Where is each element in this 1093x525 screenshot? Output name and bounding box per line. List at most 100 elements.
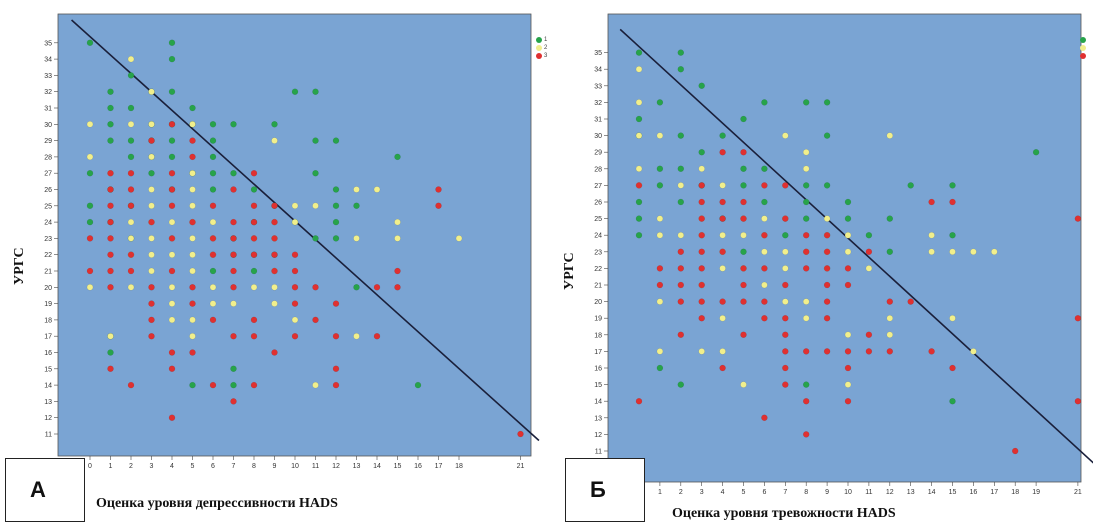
data-point-group-2 (189, 169, 196, 177)
data-point-group-1 (230, 365, 237, 373)
data-point-group-1 (677, 132, 685, 139)
data-point-group-3 (761, 298, 768, 305)
y-tick-label: 17 (44, 334, 52, 341)
data-point-group-1 (844, 215, 852, 222)
x-tick-label: 16 (970, 489, 978, 496)
data-point-group-3 (271, 251, 278, 258)
data-point-group-3 (127, 267, 135, 275)
y-tick-label: 34 (44, 57, 52, 64)
data-point-group-1 (312, 137, 319, 144)
x-axis-label-a: Оценка уровня депрессивности HADS (96, 496, 338, 511)
legend-swatch (536, 53, 542, 59)
data-point-group-3 (698, 215, 705, 222)
data-point-group-2 (148, 186, 155, 193)
x-tick-label: 16 (414, 463, 422, 470)
data-point-group-3 (928, 198, 935, 206)
data-point-group-2 (312, 381, 319, 389)
data-point-group-3 (189, 137, 196, 144)
data-point-group-2 (719, 182, 726, 189)
data-point-group-1 (86, 169, 94, 177)
x-tick-label: 2 (129, 463, 133, 470)
data-point-group-2 (970, 248, 977, 256)
data-point-group-3 (148, 332, 155, 340)
data-point-group-2 (970, 348, 977, 355)
data-point-group-2 (189, 186, 196, 193)
data-point-group-3 (373, 332, 381, 340)
data-point-group-2 (802, 148, 810, 156)
data-point-group-1 (332, 218, 340, 226)
data-point-group-3 (168, 235, 176, 242)
data-point-group-2 (865, 265, 873, 272)
data-point-group-2 (189, 316, 196, 324)
y-tick-label: 15 (594, 382, 602, 389)
data-point-group-1 (698, 82, 705, 90)
data-point-group-2 (148, 121, 155, 128)
data-point-group-2 (844, 381, 852, 388)
data-point-group-3 (740, 148, 747, 156)
data-point-group-3 (761, 231, 768, 239)
data-point-group-2 (719, 348, 726, 355)
data-point-group-1 (209, 153, 217, 161)
x-tick-label: 18 (1011, 489, 1019, 496)
data-point-group-3 (844, 281, 852, 289)
y-tick-label: 22 (594, 266, 602, 273)
data-point-group-1 (332, 186, 340, 193)
plot-area (607, 13, 1082, 483)
data-point-group-2 (886, 331, 894, 339)
data-point-group-2 (148, 267, 155, 275)
x-tick-label: 14 (373, 463, 381, 470)
data-point-group-2 (168, 284, 176, 291)
data-point-group-3 (761, 265, 768, 272)
data-point-group-2 (189, 332, 196, 340)
x-tick-label: 13 (353, 463, 361, 470)
data-point-group-2 (127, 284, 135, 291)
data-point-group-3 (761, 182, 768, 189)
x-tick-label: 18 (455, 463, 463, 470)
data-point-group-1 (148, 169, 155, 177)
data-point-group-2 (394, 235, 401, 242)
data-point-group-3 (209, 316, 217, 324)
y-tick-label: 24 (594, 233, 602, 240)
x-tick-label: 10 (291, 463, 299, 470)
data-point-group-3 (250, 218, 258, 226)
legend-item-1: 1 (536, 36, 547, 44)
x-tick-label: 4 (170, 463, 174, 470)
data-point-group-2 (802, 298, 810, 305)
y-tick-label: 20 (44, 285, 52, 292)
data-point-group-3 (312, 316, 319, 324)
data-point-group-3 (209, 381, 217, 389)
data-point-group-3 (271, 202, 278, 210)
data-point-group-2 (209, 218, 217, 226)
data-point-group-2 (761, 281, 768, 289)
data-point-group-3 (127, 202, 135, 210)
x-tick-label: 19 (1032, 489, 1040, 496)
data-point-group-3 (698, 298, 705, 305)
data-point-group-3 (107, 267, 114, 275)
data-point-group-1 (312, 88, 319, 95)
data-point-group-1 (886, 248, 894, 256)
data-point-group-3 (698, 198, 705, 206)
data-point-group-1 (107, 104, 114, 112)
data-point-group-3 (332, 332, 340, 340)
y-tick-label: 14 (594, 399, 602, 406)
data-point-group-3 (698, 265, 705, 272)
data-point-group-3 (189, 153, 196, 161)
legend-item-2 (1080, 44, 1088, 52)
data-point-group-3 (291, 284, 299, 291)
data-point-group-1 (209, 137, 217, 144)
data-point-group-3 (189, 349, 196, 356)
data-point-group-3 (761, 414, 768, 422)
data-point-group-2 (635, 99, 643, 106)
x-tick-label: 9 (273, 463, 277, 470)
data-point-group-1 (107, 121, 114, 128)
y-tick-label: 25 (44, 203, 52, 210)
legend-item-1 (1080, 36, 1088, 44)
data-point-group-1 (740, 248, 747, 256)
data-point-group-1 (823, 182, 831, 189)
data-point-group-2 (230, 300, 237, 307)
y-tick-label: 13 (594, 415, 602, 422)
data-point-group-3 (782, 381, 789, 388)
data-point-group-1 (761, 198, 768, 206)
data-point-group-3 (107, 202, 114, 210)
data-point-group-3 (782, 364, 789, 372)
